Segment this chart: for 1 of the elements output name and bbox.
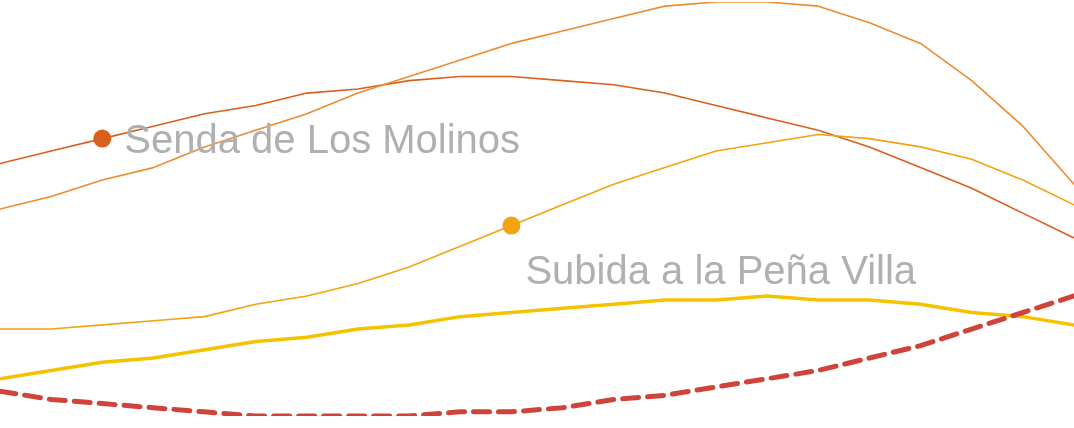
series-label: Subida a la Peña Villa (525, 247, 917, 292)
